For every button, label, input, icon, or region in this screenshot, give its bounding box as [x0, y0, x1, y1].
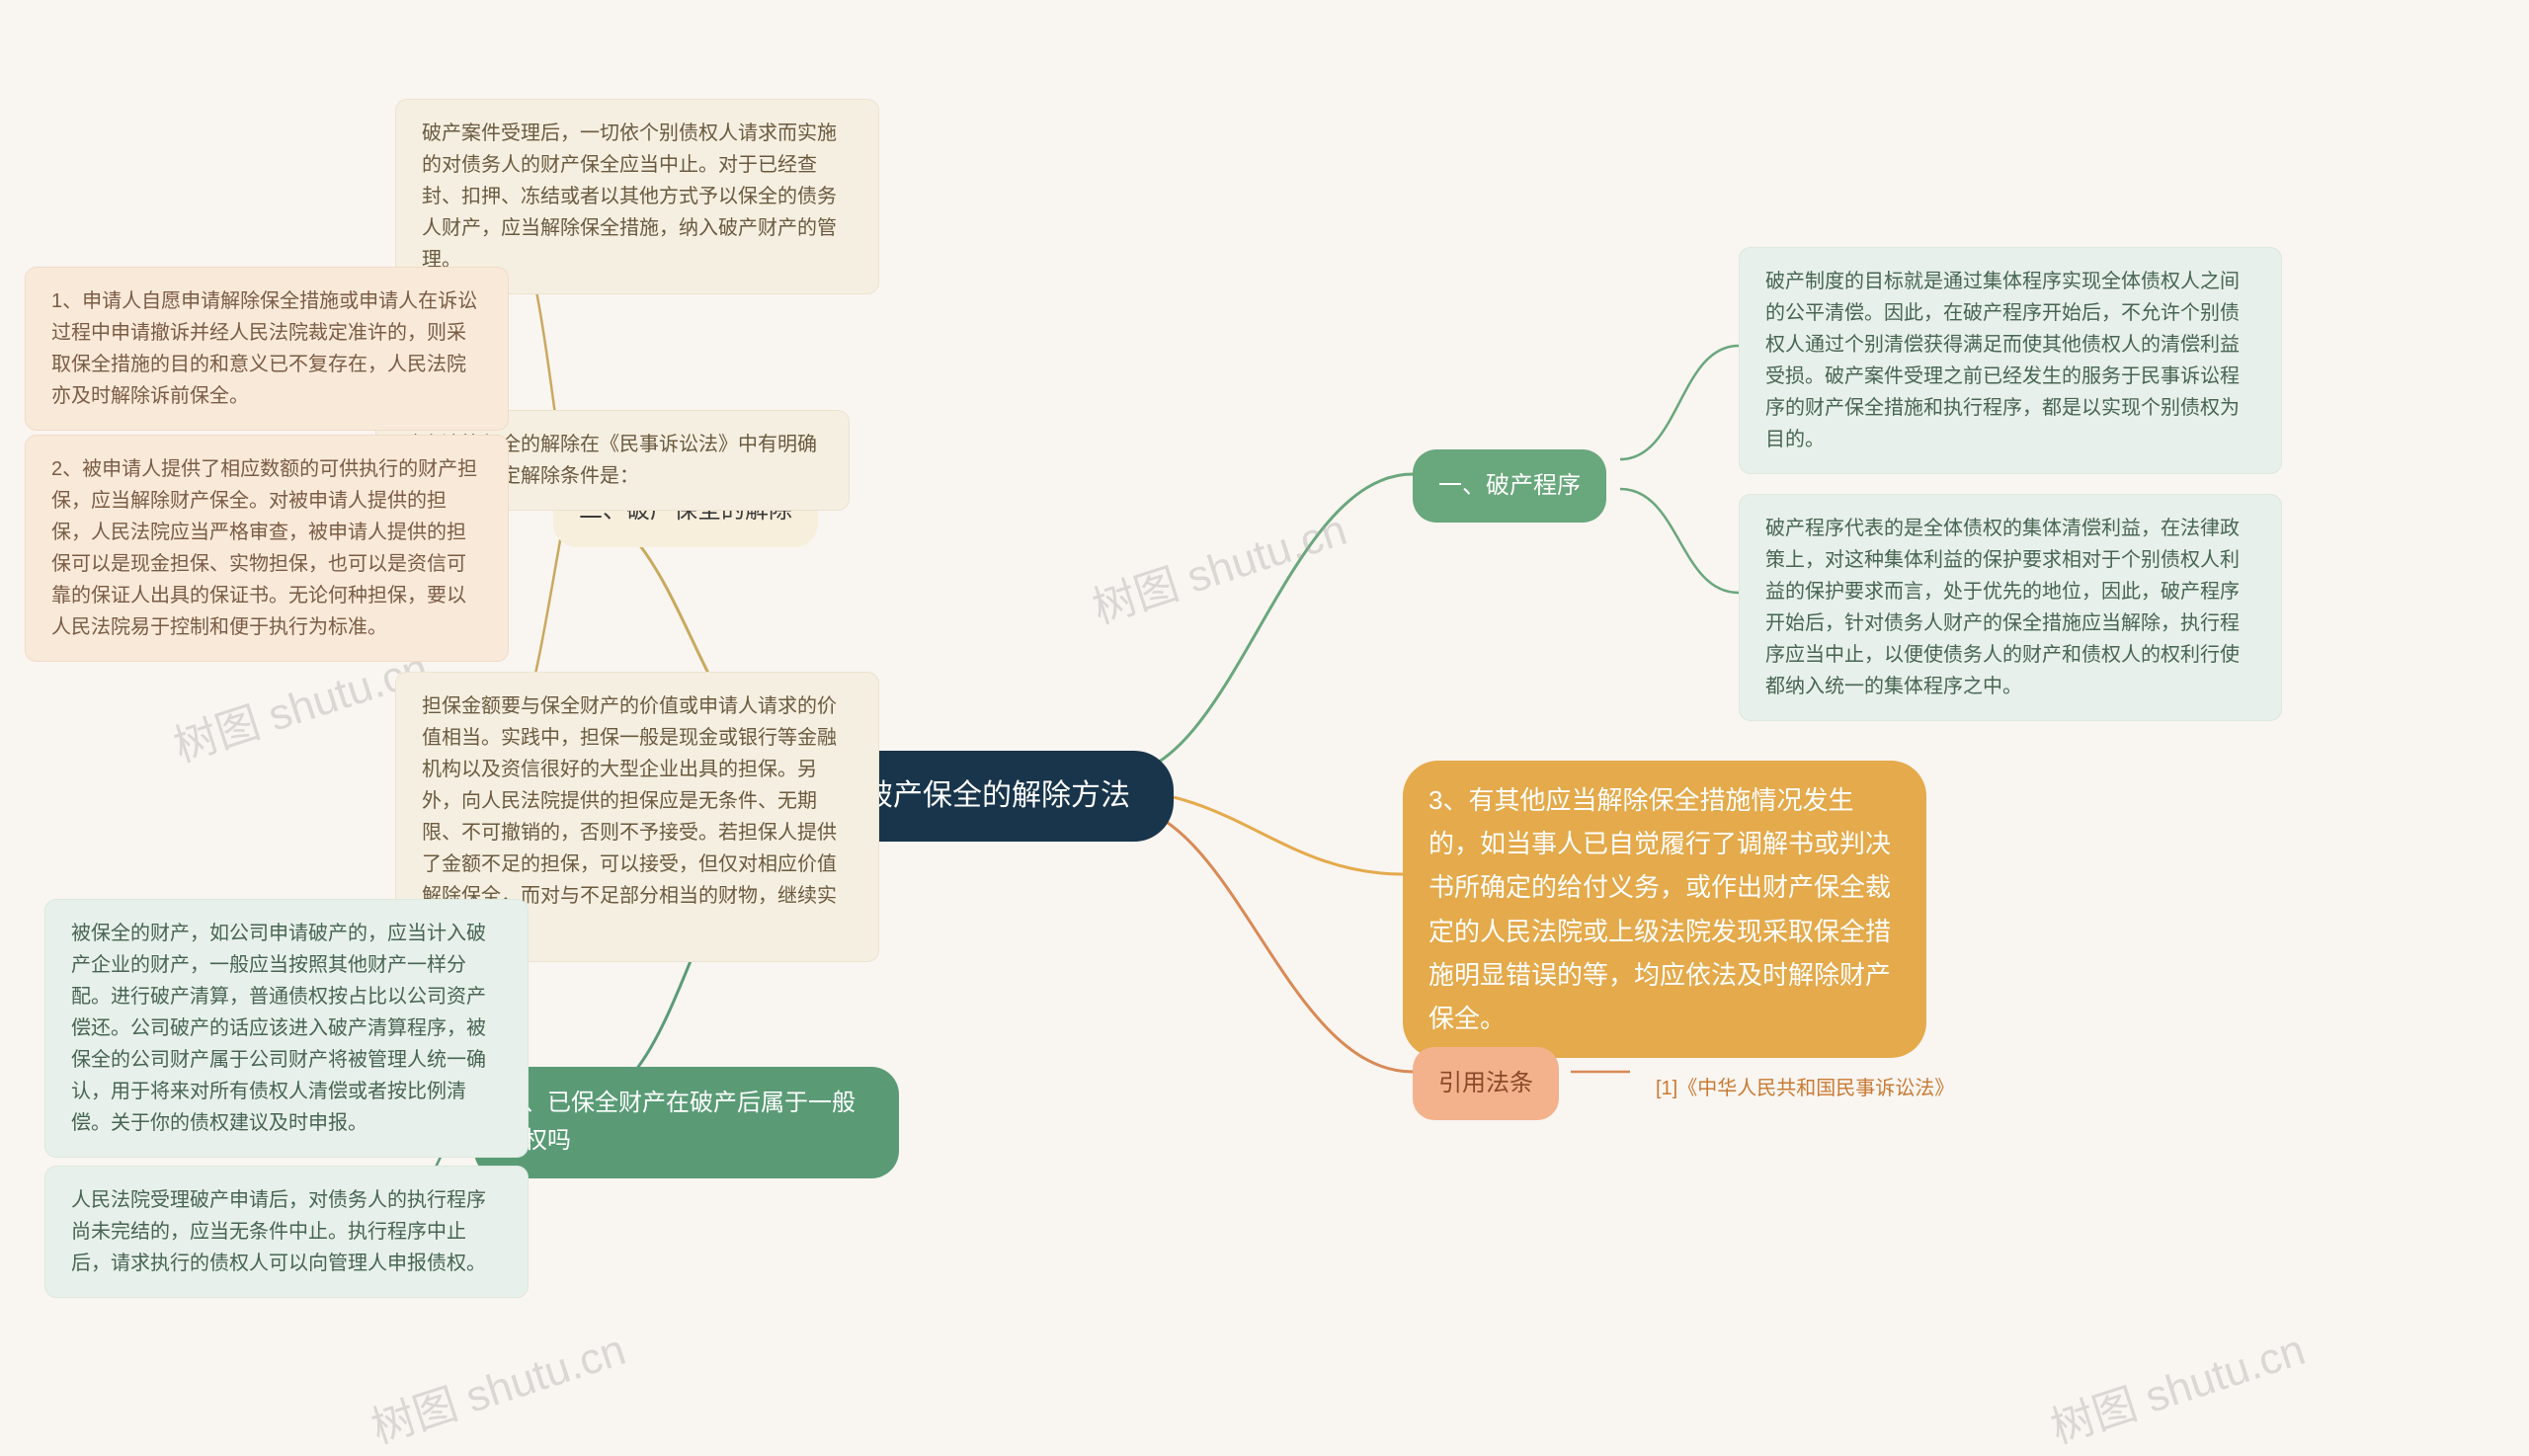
- branch-2-sub-leaf-1: 1、申请人自愿申请解除保全措施或申请人在诉讼过程中申请撤诉并经人民法院裁定准许的…: [25, 267, 509, 431]
- branch-4[interactable]: 三、已保全财产在破产后属于一般债权吗: [474, 1067, 899, 1178]
- branch-1-leaf-1: 破产制度的目标就是通过集体程序实现全体债权人之间的公平清偿。因此，在破产程序开始…: [1739, 247, 2282, 474]
- branch-2-direct-leaf-1: 破产案件受理后，一切依个别债权人请求而实施的对债务人的财产保全应当中止。对于已经…: [395, 99, 879, 294]
- branch-4-leaf-1: 被保全的财产，如公司申请破产的，应当计入破产企业的财产，一般应当按照其他财产一样…: [44, 899, 529, 1158]
- watermark: 树图 shutu.cn: [1084, 494, 1353, 635]
- branch-5-leaf: [1]《中华人民共和国民事诉讼法》: [1630, 1055, 1980, 1122]
- branch-1[interactable]: 一、破产程序: [1413, 449, 1606, 523]
- branch-4-leaf-2: 人民法院受理破产申请后，对债务人的执行程序尚未完结的，应当无条件中止。执行程序中…: [44, 1166, 529, 1298]
- branch-2-sub-leaf-2: 2、被申请人提供了相应数额的可供执行的财产担保，应当解除财产保全。对被申请人提供…: [25, 435, 509, 662]
- watermark: 树图 shutu.cn: [363, 1314, 632, 1455]
- branch-5[interactable]: 引用法条: [1413, 1047, 1559, 1120]
- branch-3[interactable]: 3、有其他应当解除保全措施情况发生的，如当事人已自觉履行了调解书或判决书所确定的…: [1403, 761, 1926, 1058]
- watermark: 树图 shutu.cn: [2042, 1314, 2312, 1455]
- branch-1-leaf-2: 破产程序代表的是全体债权的集体清偿利益，在法律政策上，对这种集体利益的保护要求相…: [1739, 494, 2282, 721]
